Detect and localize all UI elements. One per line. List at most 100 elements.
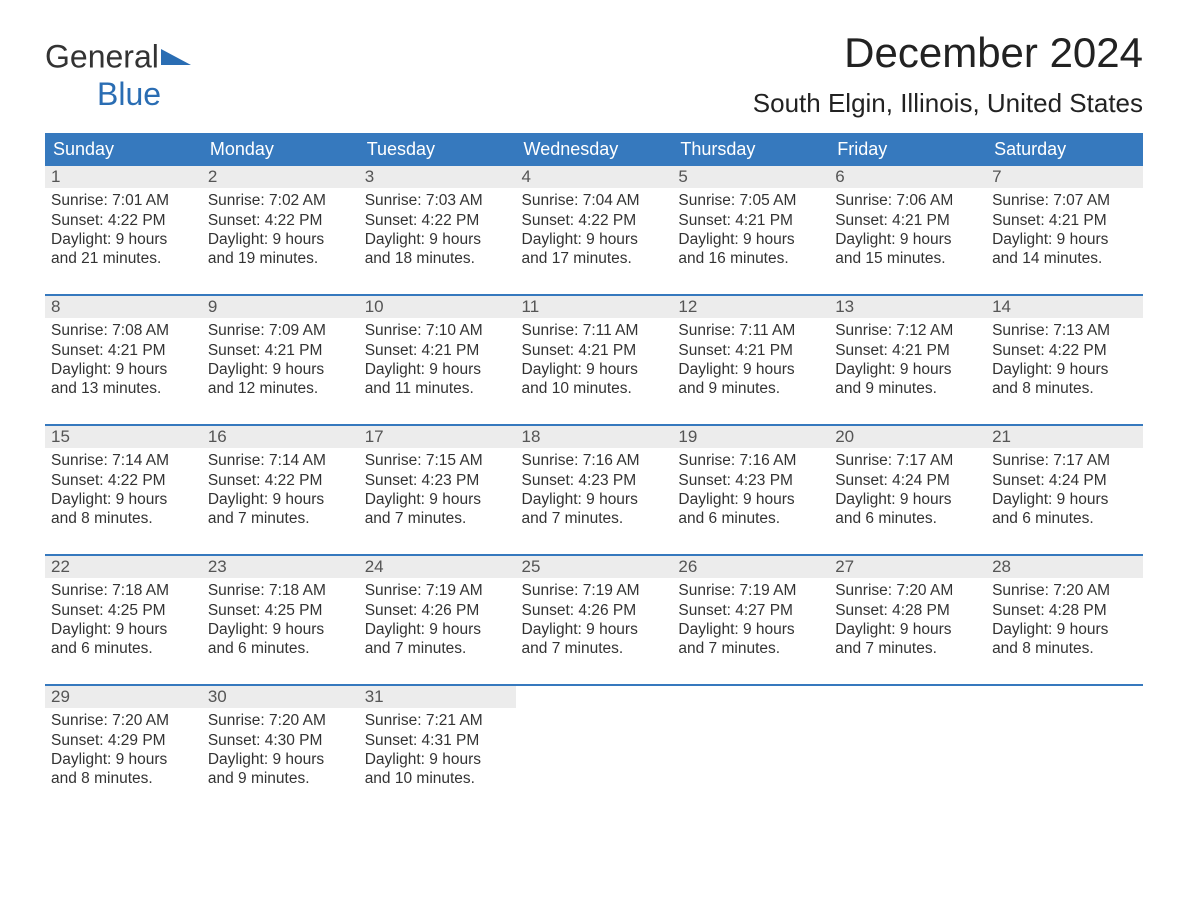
daylight-line-2: and 13 minutes. [51,379,196,398]
sunrise-line: Sunrise: 7:20 AM [208,711,353,730]
sunrise-line: Sunrise: 7:16 AM [678,451,823,470]
day-body: Sunrise: 7:11 AMSunset: 4:21 PMDaylight:… [516,318,673,405]
daylight-line-1: Daylight: 9 hours [208,360,353,379]
day-number: 30 [202,686,359,708]
daylight-line-2: and 19 minutes. [208,249,353,268]
sunrise-line: Sunrise: 7:02 AM [208,191,353,210]
day-number: 15 [45,426,202,448]
sunset-line: Sunset: 4:21 PM [208,341,353,360]
day-body: Sunrise: 7:15 AMSunset: 4:23 PMDaylight:… [359,448,516,535]
day-body: Sunrise: 7:20 AMSunset: 4:29 PMDaylight:… [45,708,202,795]
daylight-line-2: and 21 minutes. [51,249,196,268]
daylight-line-2: and 7 minutes. [678,639,823,658]
sunrise-line: Sunrise: 7:15 AM [365,451,510,470]
day-header: Thursday [672,133,829,166]
day-cell: 9 Sunrise: 7:09 AMSunset: 4:21 PMDaylight… [202,296,359,424]
day-number: 31 [359,686,516,708]
day-body: Sunrise: 7:06 AMSunset: 4:21 PMDaylight:… [829,188,986,275]
sunset-line: Sunset: 4:21 PM [678,341,823,360]
day-body: Sunrise: 7:20 AMSunset: 4:30 PMDaylight:… [202,708,359,795]
title-block: December 2024 South Elgin, Illinois, Uni… [753,30,1143,119]
sunrise-line: Sunrise: 7:09 AM [208,321,353,340]
day-cell: 26Sunrise: 7:19 AMSunset: 4:27 PMDayligh… [672,556,829,684]
day-body: Sunrise: 7:02 AMSunset: 4:22 PMDaylight:… [202,188,359,275]
triangle-icon [161,40,191,72]
sunrise-line: Sunrise: 7:21 AM [365,711,510,730]
daylight-line-1: Daylight: 9 hours [678,360,823,379]
daylight-line-2: and 8 minutes. [992,379,1137,398]
daylight-line-1: Daylight: 9 hours [522,230,667,249]
day-cell: 25Sunrise: 7:19 AMSunset: 4:26 PMDayligh… [516,556,673,684]
sunset-line: Sunset: 4:23 PM [522,471,667,490]
day-number: 9 [202,296,359,318]
sunset-line: Sunset: 4:22 PM [51,471,196,490]
sunrise-line: Sunrise: 7:20 AM [835,581,980,600]
daylight-line-1: Daylight: 9 hours [208,490,353,509]
daylight-line-1: Daylight: 9 hours [51,620,196,639]
sunrise-line: Sunrise: 7:11 AM [678,321,823,340]
sunset-line: Sunset: 4:28 PM [835,601,980,620]
sunset-line: Sunset: 4:22 PM [992,341,1137,360]
day-cell: 30Sunrise: 7:20 AMSunset: 4:30 PMDayligh… [202,686,359,814]
sunset-line: Sunset: 4:29 PM [51,731,196,750]
day-number: 13 [829,296,986,318]
sunset-line: Sunset: 4:22 PM [522,211,667,230]
daylight-line-2: and 18 minutes. [365,249,510,268]
day-cell: 3Sunrise: 7:03 AMSunset: 4:22 PMDaylight… [359,166,516,294]
day-body: Sunrise: 7:16 AMSunset: 4:23 PMDaylight:… [516,448,673,535]
day-number: 12 [672,296,829,318]
sunset-line: Sunset: 4:21 PM [992,211,1137,230]
day-cell [829,686,986,814]
day-number: 16 [202,426,359,448]
day-cell: 31Sunrise: 7:21 AMSunset: 4:31 PMDayligh… [359,686,516,814]
day-body: Sunrise: 7:11 AMSunset: 4:21 PMDaylight:… [672,318,829,405]
day-header: Wednesday [516,133,673,166]
day-cell: 27Sunrise: 7:20 AMSunset: 4:28 PMDayligh… [829,556,986,684]
sunrise-line: Sunrise: 7:06 AM [835,191,980,210]
logo-word-1: General [45,38,159,74]
day-number: 8 [45,296,202,318]
daylight-line-2: and 8 minutes. [51,769,196,788]
sunrise-line: Sunrise: 7:10 AM [365,321,510,340]
day-cell: 5Sunrise: 7:05 AMSunset: 4:21 PMDaylight… [672,166,829,294]
header: General Blue December 2024 South Elgin, … [45,30,1143,119]
day-cell: 22Sunrise: 7:18 AMSunset: 4:25 PMDayligh… [45,556,202,684]
day-body: Sunrise: 7:05 AMSunset: 4:21 PMDaylight:… [672,188,829,275]
sunset-line: Sunset: 4:21 PM [678,211,823,230]
daylight-line-2: and 9 minutes. [678,379,823,398]
sunrise-line: Sunrise: 7:17 AM [992,451,1137,470]
sunset-line: Sunset: 4:24 PM [835,471,980,490]
day-number: 20 [829,426,986,448]
daylight-line-1: Daylight: 9 hours [522,620,667,639]
day-cell: 17Sunrise: 7:15 AMSunset: 4:23 PMDayligh… [359,426,516,554]
day-cell: 11Sunrise: 7:11 AMSunset: 4:21 PMDayligh… [516,296,673,424]
sunset-line: Sunset: 4:22 PM [208,471,353,490]
day-number: 14 [986,296,1143,318]
calendar-table: Sunday Monday Tuesday Wednesday Thursday… [45,133,1143,814]
daylight-line-1: Daylight: 9 hours [51,360,196,379]
day-body: Sunrise: 7:01 AMSunset: 4:22 PMDaylight:… [45,188,202,275]
sunrise-line: Sunrise: 7:07 AM [992,191,1137,210]
day-cell: 29Sunrise: 7:20 AMSunset: 4:29 PMDayligh… [45,686,202,814]
location-label: South Elgin, Illinois, United States [753,88,1143,119]
daylight-line-2: and 8 minutes. [51,509,196,528]
daylight-line-1: Daylight: 9 hours [992,490,1137,509]
day-number: 11 [516,296,673,318]
sunset-line: Sunset: 4:27 PM [678,601,823,620]
daylight-line-1: Daylight: 9 hours [992,360,1137,379]
sunrise-line: Sunrise: 7:08 AM [51,321,196,340]
day-cell: 13Sunrise: 7:12 AMSunset: 4:21 PMDayligh… [829,296,986,424]
sunset-line: Sunset: 4:21 PM [51,341,196,360]
sunset-line: Sunset: 4:22 PM [51,211,196,230]
daylight-line-2: and 6 minutes. [678,509,823,528]
day-body: Sunrise: 7:16 AMSunset: 4:23 PMDaylight:… [672,448,829,535]
day-number: 24 [359,556,516,578]
day-body: Sunrise: 7:12 AMSunset: 4:21 PMDaylight:… [829,318,986,405]
day-body: Sunrise: 7:18 AMSunset: 4:25 PMDaylight:… [45,578,202,665]
day-cell: 19Sunrise: 7:16 AMSunset: 4:23 PMDayligh… [672,426,829,554]
sunrise-line: Sunrise: 7:12 AM [835,321,980,340]
sunrise-line: Sunrise: 7:05 AM [678,191,823,210]
daylight-line-2: and 8 minutes. [992,639,1137,658]
day-number: 5 [672,166,829,188]
daylight-line-2: and 17 minutes. [522,249,667,268]
